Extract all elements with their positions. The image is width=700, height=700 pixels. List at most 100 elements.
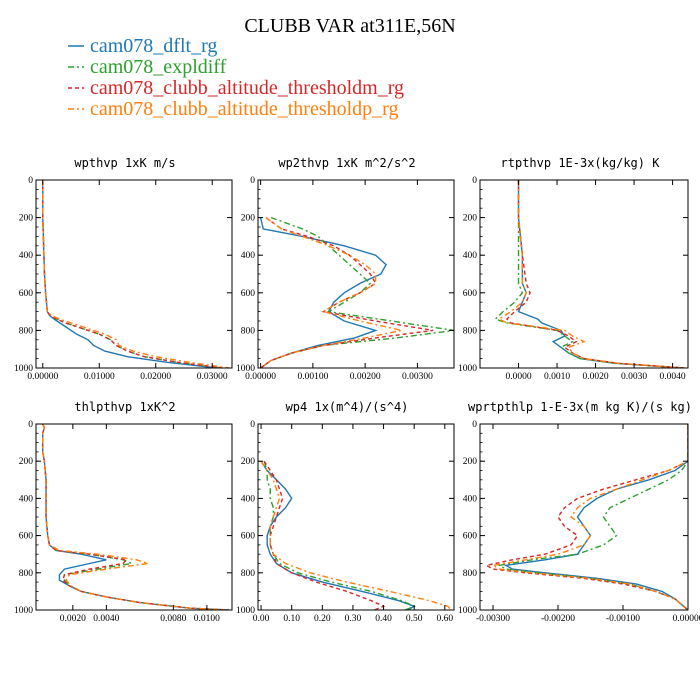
legend-entry: cam078_clubb_altitude_thresholdm_rg <box>90 77 404 99</box>
y-tick-label: 600 <box>241 532 256 542</box>
x-tick-label: 0.10 <box>283 614 300 624</box>
y-tick-label: 1000 <box>14 364 33 374</box>
plot-frame <box>479 423 689 611</box>
series-line <box>260 216 454 368</box>
y-tick-label: 0 <box>28 176 33 186</box>
y-tick-label: 800 <box>241 569 256 579</box>
x-tick-label: 0.0020 <box>60 614 86 624</box>
x-tick-label: -0.00100 <box>606 614 640 624</box>
series-line <box>260 460 452 610</box>
y-tick-label: 600 <box>463 289 478 299</box>
x-tick-label: -0.00200 <box>541 614 575 624</box>
series-line <box>42 424 229 610</box>
y-tick-label: 800 <box>19 326 34 336</box>
y-tick-label: 1000 <box>458 364 477 374</box>
plot-frame <box>35 179 233 369</box>
panel-title: rtpthvp 1E-3x(kg/kg) K <box>501 156 661 170</box>
chart-panel: wprtpthlp 1-E-3x(m kg K)/(s kg) 0 200 400 60… <box>458 400 700 624</box>
series-line <box>517 180 685 368</box>
x-tick-label: 0.0100 <box>194 614 220 624</box>
y-tick-label: 1000 <box>14 606 33 616</box>
x-tick-label: 0.0080 <box>160 614 186 624</box>
y-tick-label: 200 <box>19 214 34 224</box>
plot-frame <box>257 179 455 369</box>
legend-entry: cam078_expldiff <box>90 56 227 78</box>
chart-panel: thlpthvp 1xK^2 0 200 400 600 800 1000 0.0020 0.0… <box>14 400 233 624</box>
chart-panel: rtpthvp 1E-3x(kg/kg) K 0 200 400 600 800 1000 0… <box>458 156 689 382</box>
y-tick-label: 600 <box>19 289 34 299</box>
series-line <box>42 424 229 610</box>
x-tick-label: 0.00 <box>253 614 270 624</box>
legend-entry: cam078_dflt_rg <box>90 35 217 57</box>
series-line <box>42 180 224 368</box>
y-tick-label: 400 <box>19 251 34 261</box>
series-line <box>494 180 685 368</box>
y-tick-label: 1000 <box>236 606 255 616</box>
series-line <box>263 460 386 610</box>
x-tick-label: 0.01000 <box>84 372 115 382</box>
x-tick-label: 0.0000 <box>505 372 531 382</box>
legend-entry: cam078_clubb_altitude_thresholdp_rg <box>90 98 398 120</box>
y-tick-label: 800 <box>19 569 34 579</box>
x-tick-label: 0.40 <box>375 614 392 624</box>
y-tick-label: 400 <box>19 494 34 504</box>
x-tick-label: -0.00300 <box>476 614 510 624</box>
y-tick-label: 200 <box>19 457 34 467</box>
panel-title: wprtpthlp 1-E-3x(m kg K)/(s kg) <box>468 400 692 414</box>
x-tick-label: 0.0040 <box>660 372 686 382</box>
x-tick-label: 0.03000 <box>197 372 228 382</box>
figure-title: CLUBB VAR at311E,56N <box>244 15 455 37</box>
series-line <box>260 217 434 368</box>
x-tick-label: 0.0010 <box>544 372 570 382</box>
y-tick-label: 200 <box>241 214 256 224</box>
series-line <box>490 424 688 610</box>
plot-frame <box>257 423 455 611</box>
series-line <box>260 460 416 610</box>
x-tick-label: 0.20 <box>314 614 331 624</box>
x-tick-label: 0.60 <box>437 614 454 624</box>
x-tick-label: 0.00000 <box>245 372 276 382</box>
panel-title: wp2thvp 1xK m^2/s^2 <box>278 156 415 170</box>
y-tick-label: 0 <box>472 420 477 430</box>
x-tick-label: 0.00000 <box>673 614 700 624</box>
legend: cam078_dflt_rgcam078_expldiffcam078_club… <box>68 35 404 120</box>
series-line <box>497 424 688 610</box>
y-tick-label: 600 <box>19 532 34 542</box>
series-line <box>259 217 387 368</box>
y-tick-label: 1000 <box>236 364 255 374</box>
series-line <box>42 180 218 368</box>
series-line <box>260 217 402 368</box>
y-tick-label: 200 <box>241 457 256 467</box>
x-tick-label: 0.00200 <box>350 372 381 382</box>
y-tick-label: 0 <box>28 420 33 430</box>
panel-title: wp4 1x(m^4)/(s^4) <box>286 400 409 414</box>
y-tick-label: 400 <box>241 494 256 504</box>
x-tick-label: 0.0020 <box>582 372 608 382</box>
series-line <box>42 424 229 610</box>
y-tick-label: 800 <box>241 326 256 336</box>
series-line <box>42 180 224 368</box>
series-line <box>484 424 688 610</box>
chart-panel: wp2thvp 1xK m^2/s^2020040060080010000.00… <box>236 156 455 382</box>
x-tick-label: 0.00000 <box>27 372 58 382</box>
y-tick-label: 0 <box>250 420 255 430</box>
y-tick-label: 400 <box>463 494 478 504</box>
series-line <box>42 180 230 368</box>
panel-title: wpthvp 1xK m/s <box>74 156 175 170</box>
x-tick-label: 0.0030 <box>621 372 647 382</box>
y-tick-label: 200 <box>463 214 478 224</box>
x-tick-label: 0.00100 <box>297 372 328 382</box>
x-tick-label: 0.00300 <box>402 372 433 382</box>
series-line <box>505 180 685 368</box>
y-tick-label: 800 <box>463 569 478 579</box>
y-tick-label: 600 <box>241 289 256 299</box>
series-line <box>503 424 688 610</box>
y-tick-label: 600 <box>463 532 478 542</box>
x-tick-label: 0.02000 <box>140 372 171 382</box>
series-line <box>42 424 229 610</box>
series-line <box>497 180 685 368</box>
